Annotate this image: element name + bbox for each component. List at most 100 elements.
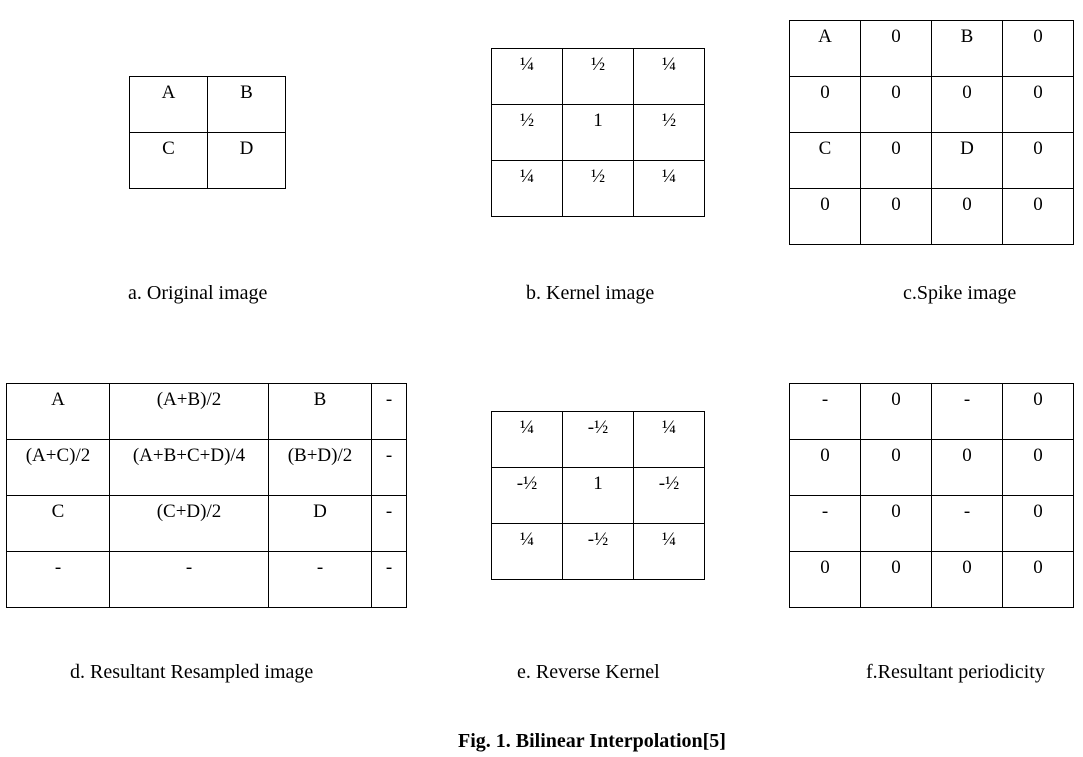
grid-cell: 0 — [1002, 20, 1074, 77]
grid-cell: (A+B+C+D)/4 — [109, 439, 269, 496]
grid-cell: - — [931, 383, 1003, 440]
grid-cell: ¼ — [633, 160, 705, 217]
grid-cell: 0 — [1002, 383, 1074, 440]
grid-cell: 0 — [860, 132, 932, 189]
grid-cell: 1 — [562, 467, 634, 524]
grid-cell: ¼ — [633, 411, 705, 468]
kernel-image-grid: ¼ ½ ¼ ½ 1 ½ ¼ ½ ¼ — [491, 48, 705, 217]
grid-cell: C — [789, 132, 861, 189]
grid-cell: ½ — [562, 160, 634, 217]
kernel-image-caption: b. Kernel image — [526, 282, 655, 304]
grid-cell: 0 — [789, 439, 861, 496]
grid-row: 0 0 0 0 — [789, 551, 1074, 608]
grid-cell: -½ — [491, 467, 563, 524]
grid-row: 0 0 0 0 — [789, 76, 1074, 133]
grid-cell: ¼ — [491, 523, 563, 580]
spike-image-caption: c.Spike image — [903, 282, 1017, 304]
grid-row: A B — [129, 76, 286, 133]
grid-row: 0 0 0 0 — [789, 439, 1074, 496]
original-image-caption: a. Original image — [128, 282, 268, 304]
grid-cell: C — [129, 132, 208, 189]
grid-cell: 0 — [789, 76, 861, 133]
grid-cell: 0 — [860, 439, 932, 496]
grid-cell: - — [371, 439, 407, 496]
spike-image-grid: A 0 B 0 0 0 0 0 C 0 D 0 0 0 0 0 — [789, 20, 1074, 245]
grid-row: A (A+B)/2 B - — [6, 383, 407, 440]
grid-row: -½ 1 -½ — [491, 467, 705, 524]
grid-row: - - - - — [6, 551, 407, 608]
grid-cell: D — [207, 132, 286, 189]
grid-row: C 0 D 0 — [789, 132, 1074, 189]
figure-title: Fig. 1. Bilinear Interpolation[5] — [458, 730, 726, 752]
grid-cell: 0 — [860, 495, 932, 552]
grid-cell: ¼ — [633, 48, 705, 105]
grid-cell: A — [129, 76, 208, 133]
periodicity-caption: f.Resultant periodicity — [866, 661, 1045, 683]
grid-cell: -½ — [562, 411, 634, 468]
reverse-kernel-grid: ¼ -½ ¼ -½ 1 -½ ¼ -½ ¼ — [491, 411, 705, 580]
grid-cell: ¼ — [491, 48, 563, 105]
grid-cell: ¼ — [491, 411, 563, 468]
grid-cell: ½ — [491, 104, 563, 161]
grid-cell: - — [268, 551, 372, 608]
grid-row: A 0 B 0 — [789, 20, 1074, 77]
grid-cell: - — [371, 383, 407, 440]
grid-row: ¼ ½ ¼ — [491, 160, 705, 217]
grid-cell: ¼ — [491, 160, 563, 217]
grid-cell: A — [6, 383, 110, 440]
grid-cell: (A+B)/2 — [109, 383, 269, 440]
grid-cell: - — [931, 495, 1003, 552]
grid-row: - 0 - 0 — [789, 383, 1074, 440]
grid-cell: 0 — [860, 551, 932, 608]
grid-cell: 0 — [789, 551, 861, 608]
grid-cell: ½ — [633, 104, 705, 161]
grid-cell: (A+C)/2 — [6, 439, 110, 496]
grid-cell: - — [789, 495, 861, 552]
grid-row: 0 0 0 0 — [789, 188, 1074, 245]
grid-cell: 0 — [1002, 439, 1074, 496]
grid-cell: 0 — [1002, 76, 1074, 133]
grid-cell: B — [931, 20, 1003, 77]
grid-cell: 0 — [931, 188, 1003, 245]
original-image-grid: A B C D — [129, 76, 286, 189]
grid-row: ¼ -½ ¼ — [491, 411, 705, 468]
grid-cell: B — [207, 76, 286, 133]
grid-cell: 0 — [931, 76, 1003, 133]
grid-cell: -½ — [633, 467, 705, 524]
resampled-image-caption: d. Resultant Resampled image — [70, 661, 314, 683]
grid-row: (A+C)/2 (A+B+C+D)/4 (B+D)/2 - — [6, 439, 407, 496]
grid-cell: - — [371, 495, 407, 552]
grid-row: ¼ -½ ¼ — [491, 523, 705, 580]
grid-cell: 0 — [860, 188, 932, 245]
periodicity-grid: - 0 - 0 0 0 0 0 - 0 - 0 0 0 0 0 — [789, 383, 1074, 608]
grid-row: ¼ ½ ¼ — [491, 48, 705, 105]
grid-cell: 0 — [860, 20, 932, 77]
grid-row: ½ 1 ½ — [491, 104, 705, 161]
grid-cell: - — [109, 551, 269, 608]
grid-cell: 0 — [860, 383, 932, 440]
grid-cell: -½ — [562, 523, 634, 580]
grid-cell: (C+D)/2 — [109, 495, 269, 552]
grid-row: - 0 - 0 — [789, 495, 1074, 552]
grid-cell: D — [268, 495, 372, 552]
grid-cell: - — [371, 551, 407, 608]
reverse-kernel-caption: e. Reverse Kernel — [517, 661, 660, 683]
grid-cell: D — [931, 132, 1003, 189]
grid-cell: 0 — [1002, 495, 1074, 552]
grid-cell: 1 — [562, 104, 634, 161]
grid-cell: A — [789, 20, 861, 77]
grid-cell: - — [6, 551, 110, 608]
grid-cell: 0 — [1002, 551, 1074, 608]
grid-row: C D — [129, 132, 286, 189]
grid-cell: ½ — [562, 48, 634, 105]
resampled-image-grid: A (A+B)/2 B - (A+C)/2 (A+B+C+D)/4 (B+D)/… — [6, 383, 407, 608]
grid-cell: 0 — [860, 76, 932, 133]
grid-cell: 0 — [789, 188, 861, 245]
grid-cell: ¼ — [633, 523, 705, 580]
grid-cell: 0 — [1002, 132, 1074, 189]
grid-cell: - — [789, 383, 861, 440]
grid-cell: (B+D)/2 — [268, 439, 372, 496]
grid-cell: 0 — [931, 551, 1003, 608]
grid-cell: 0 — [1002, 188, 1074, 245]
grid-row: C (C+D)/2 D - — [6, 495, 407, 552]
